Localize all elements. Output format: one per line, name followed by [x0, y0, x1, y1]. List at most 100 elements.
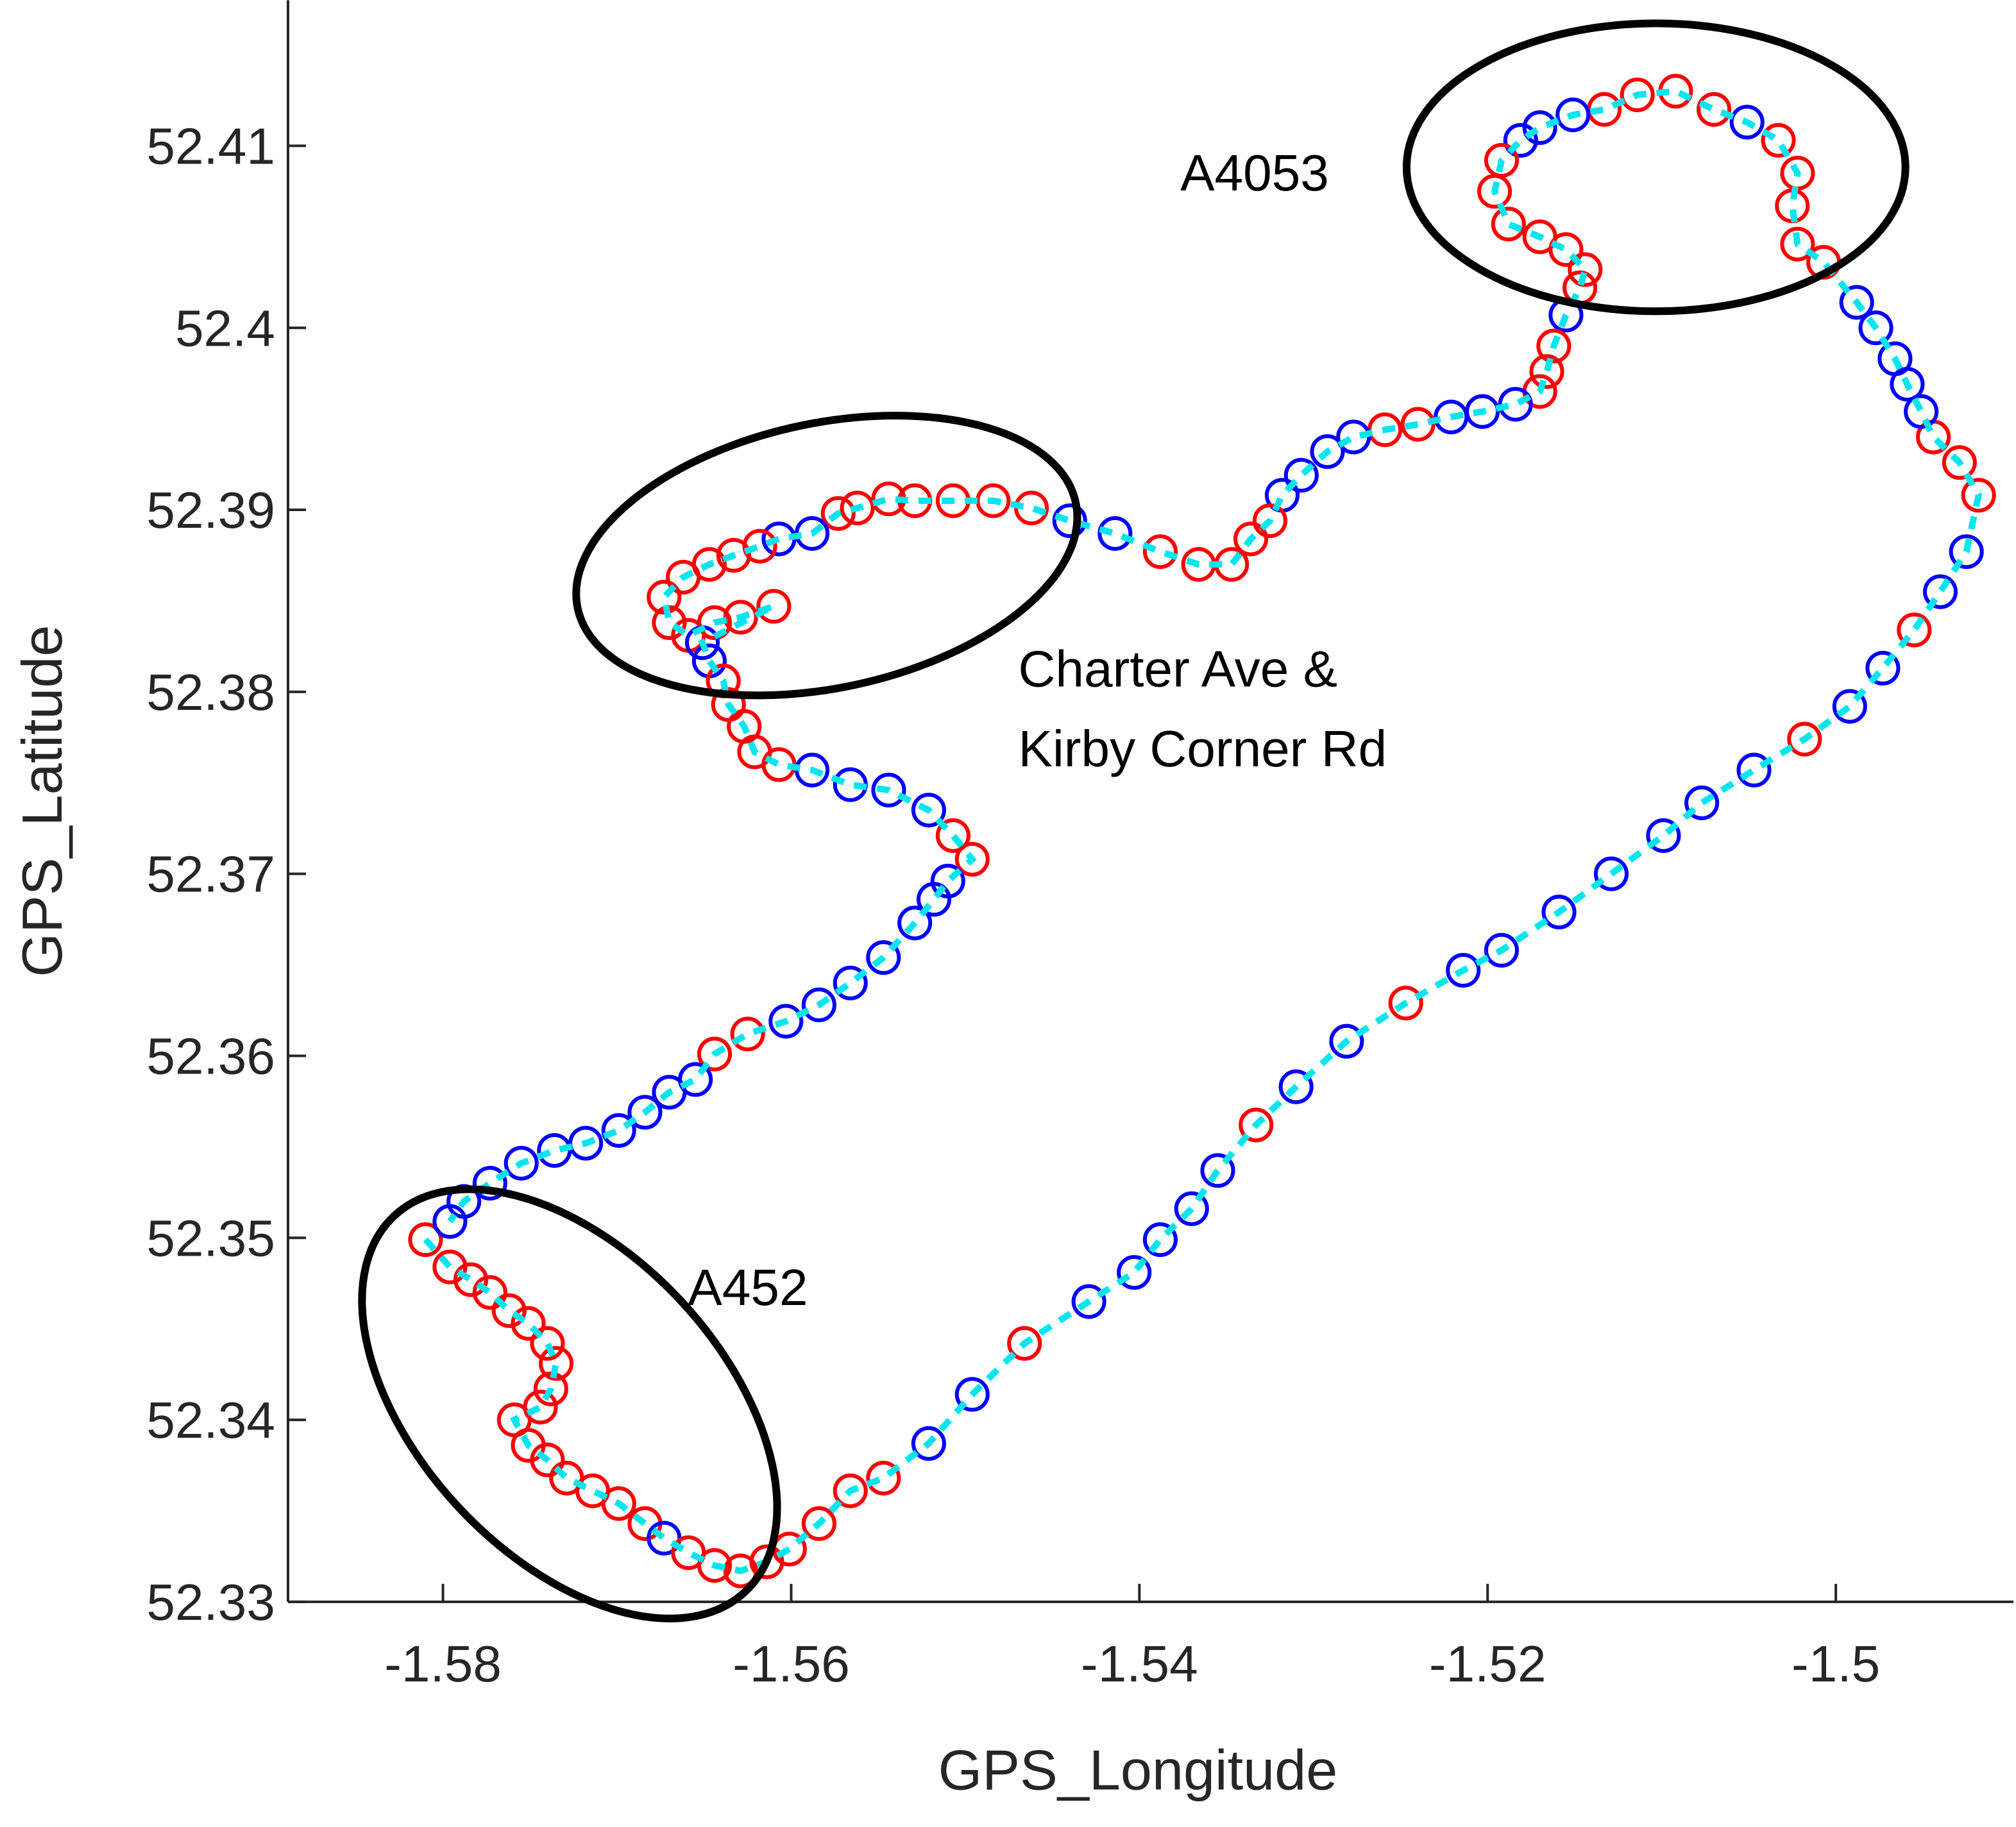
point [530, 1442, 565, 1478]
point [911, 1426, 946, 1461]
point [601, 1113, 636, 1148]
point [1007, 1326, 1042, 1361]
annotation-ellipse [572, 412, 1081, 700]
x-tick-label: -1.58 [384, 1635, 502, 1692]
point [1897, 612, 1932, 648]
point [432, 1204, 468, 1239]
point [1942, 445, 1977, 480]
point [568, 1125, 604, 1161]
point [1477, 174, 1512, 209]
point [1117, 1255, 1152, 1290]
point [627, 1095, 663, 1130]
point [1388, 986, 1423, 1021]
point [1922, 574, 1958, 609]
point [1697, 92, 1732, 127]
point [537, 1132, 572, 1168]
point [768, 1004, 804, 1039]
point [1529, 354, 1564, 389]
annotation: A452 [688, 1258, 808, 1316]
point [697, 605, 733, 641]
point [1097, 516, 1133, 551]
point [1555, 97, 1591, 133]
point [1434, 400, 1469, 435]
annotation-ellipse [358, 1185, 781, 1622]
point [408, 1222, 443, 1258]
point [1865, 650, 1901, 686]
annotation-ellipse [1402, 19, 1910, 316]
point [866, 1460, 901, 1495]
plot-area [408, 74, 1996, 1588]
point [1522, 110, 1557, 146]
y-tick-label: 52.41 [146, 117, 275, 174]
point [1283, 458, 1319, 493]
x-axis-label: GPS_Longitude [938, 1739, 1338, 1802]
point [911, 793, 946, 828]
point [935, 818, 970, 854]
point [716, 537, 751, 573]
point [1484, 932, 1520, 968]
point [1593, 856, 1629, 891]
point [1780, 226, 1815, 262]
point [1684, 785, 1720, 821]
point [1568, 252, 1603, 287]
point [601, 1486, 636, 1521]
point [1877, 341, 1913, 376]
point [1787, 721, 1822, 757]
point [866, 940, 901, 975]
point [538, 1346, 574, 1381]
point [511, 1306, 546, 1341]
point [1142, 534, 1178, 569]
annotation: Charter Ave & [1019, 640, 1338, 698]
point [897, 905, 933, 941]
y-tick-label: 52.35 [146, 1209, 275, 1267]
point [472, 1166, 507, 1201]
point [697, 1548, 733, 1583]
point [1336, 419, 1371, 455]
point [1548, 232, 1584, 267]
y-tick-label: 52.37 [146, 845, 275, 903]
point [801, 1506, 836, 1541]
annotation: Kirby Corner Rd [1019, 720, 1387, 777]
y-tick-label: 52.39 [146, 481, 275, 539]
point [1071, 1284, 1106, 1319]
point [1503, 122, 1538, 158]
point [1446, 952, 1481, 988]
point [1541, 895, 1577, 930]
point [1052, 503, 1087, 539]
point [1278, 1069, 1314, 1104]
point [954, 841, 990, 877]
point [1761, 122, 1796, 158]
point [1646, 818, 1681, 854]
point [954, 1377, 990, 1412]
point [840, 491, 875, 526]
point [1174, 1191, 1209, 1226]
point [1961, 478, 1996, 513]
point [697, 1036, 733, 1072]
point [1536, 328, 1571, 364]
point [801, 987, 836, 1023]
point [1252, 503, 1287, 539]
point [820, 496, 856, 531]
point [472, 1275, 507, 1310]
point [833, 1473, 868, 1508]
point [652, 1075, 687, 1110]
point [833, 965, 868, 1000]
point [1839, 285, 1874, 320]
point [1329, 1023, 1364, 1059]
point [976, 483, 1011, 518]
point [453, 1262, 489, 1297]
y-tick-label: 52.4 [175, 299, 275, 357]
y-tick-label: 52.38 [146, 663, 275, 721]
point [1736, 752, 1772, 787]
y-axis-label: GPS_Latitude [10, 625, 74, 977]
point [756, 589, 792, 624]
point [1142, 1222, 1178, 1258]
point [1239, 1107, 1274, 1143]
point [1949, 534, 1984, 569]
x-tick-label: -1.52 [1429, 1635, 1546, 1692]
x-tick-label: -1.54 [1081, 1635, 1198, 1692]
point [491, 1293, 527, 1328]
point [1200, 1153, 1235, 1188]
